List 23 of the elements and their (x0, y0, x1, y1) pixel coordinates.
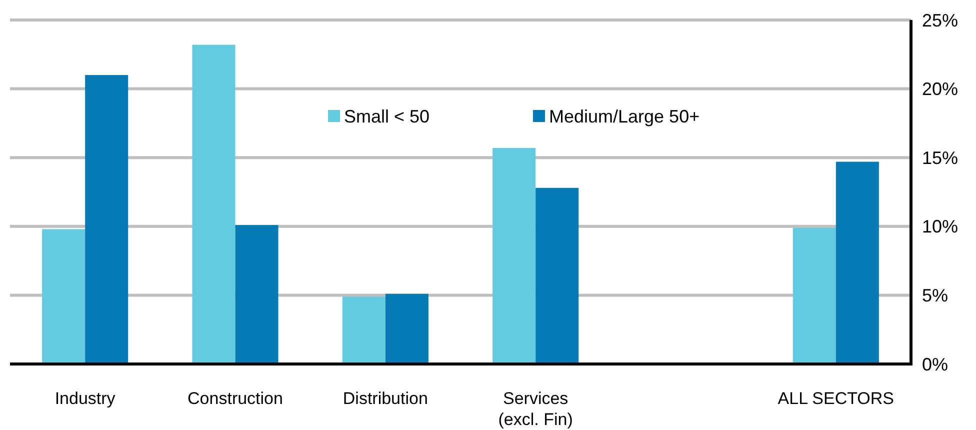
bar (342, 296, 386, 364)
bar (192, 44, 236, 364)
bar (42, 229, 86, 364)
bar (385, 294, 428, 364)
x-tick-label: Services (excl. Fin) (498, 389, 573, 429)
y-tick-label: 10% (922, 216, 958, 237)
x-tick-label: Distribution (342, 389, 428, 408)
bar (492, 148, 536, 364)
y-tick-label: 0% (922, 354, 948, 374)
bar (235, 225, 278, 364)
y-tick-label: 25% (922, 10, 958, 30)
bar (85, 75, 128, 364)
bar (836, 162, 879, 364)
y-tick-label: 15% (922, 148, 958, 168)
bar (792, 228, 836, 364)
x-tick-label: Construction (188, 389, 283, 408)
y-tick-label: 5% (922, 286, 948, 306)
x-tick-label: ALL SECTORS (778, 389, 894, 408)
y-tick-label: 20% (922, 79, 958, 100)
legend-label: Medium/Large 50+ (549, 106, 700, 126)
x-tick-label: Industry (54, 389, 116, 408)
bar (536, 188, 579, 364)
legend-label: Small < 50 (344, 106, 430, 126)
